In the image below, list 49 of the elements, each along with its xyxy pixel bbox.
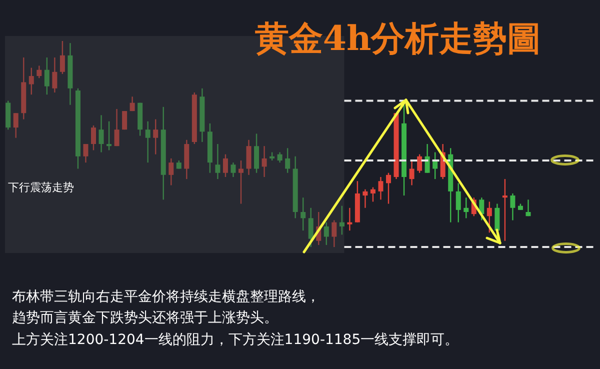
candlestick	[324, 222, 329, 246]
candlestick	[222, 154, 228, 178]
candlestick	[308, 207, 314, 248]
candlestick	[254, 133, 260, 174]
candlestick	[36, 65, 42, 79]
candlestick	[60, 40, 65, 75]
candlestick	[362, 188, 368, 208]
candlestick	[502, 178, 508, 242]
candlestick	[230, 162, 236, 178]
candlestick	[114, 108, 120, 147]
candlestick	[215, 143, 220, 180]
candlestick	[339, 205, 344, 236]
candlestick	[277, 152, 282, 164]
candlestick	[130, 96, 135, 112]
candlestick	[238, 160, 244, 204]
candlestick	[122, 110, 128, 130]
candlestick	[52, 56, 58, 94]
candlestick	[44, 56, 50, 96]
text: 上方关注1200-1204一线的阻力，下方关注1190-1185一线支撑即可。	[12, 332, 459, 348]
candlestick	[332, 220, 337, 248]
candlestick	[526, 199, 531, 217]
candlestick	[28, 67, 34, 96]
candlestick	[486, 201, 492, 234]
candlestick	[83, 143, 88, 164]
text: 趋势而言黄金下跌势头还将强于上涨势头。	[12, 310, 278, 326]
annotation: 下行震荡走势	[8, 181, 74, 194]
candlestick	[91, 124, 96, 151]
candlestick	[347, 207, 352, 232]
candlestick	[510, 192, 516, 221]
candlestick	[417, 154, 422, 174]
candlestick	[106, 120, 112, 151]
candlestick	[145, 120, 150, 164]
candlestick	[168, 158, 174, 186]
candlestick	[153, 118, 158, 155]
chart-title: 黄金4h分析走勢圖	[254, 19, 542, 59]
candlestick	[13, 112, 18, 138]
candlestick	[378, 176, 384, 200]
candlestick	[464, 196, 469, 219]
candlestick	[246, 139, 252, 176]
candlestick	[456, 182, 461, 223]
candlestick	[370, 186, 376, 202]
candlestick	[285, 148, 290, 174]
candlestick	[262, 145, 267, 178]
candlestick	[386, 172, 391, 204]
candlestick	[424, 143, 430, 174]
candlestick	[409, 160, 414, 186]
text: 布林带三轨向右走平金价将持续走横盘整理路线，	[12, 289, 320, 305]
candlestick	[300, 196, 306, 232]
candlestick	[98, 114, 104, 153]
